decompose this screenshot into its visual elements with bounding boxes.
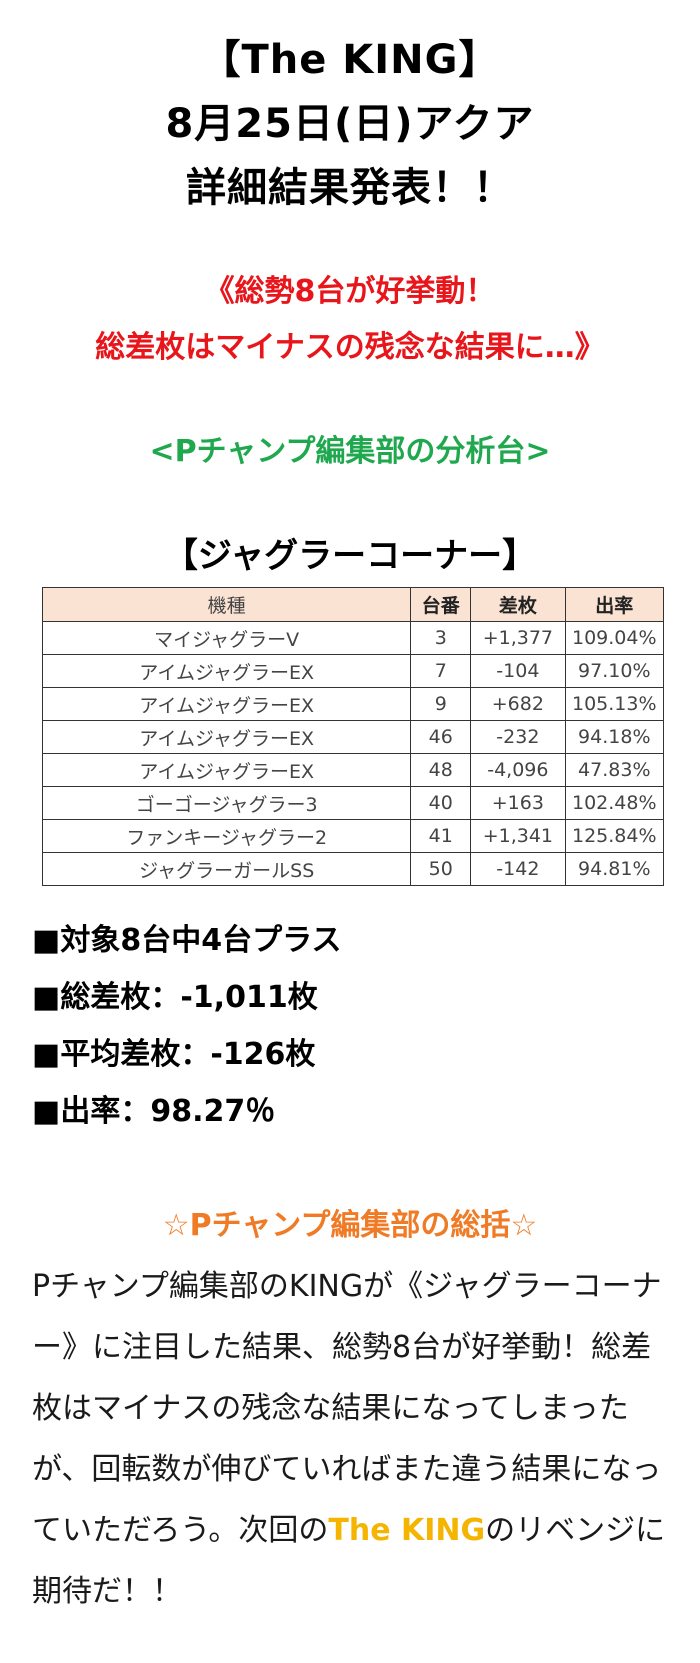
header-model: 機種 [41,587,412,622]
cell-rate: 97.10% [564,654,665,688]
headline: 《総勢8台が好挙動！ 総差枚はマイナスの残念な結果に…》 [0,264,700,376]
cell-rate: 109.04% [564,621,665,655]
header-diff: 差枚 [470,587,566,622]
cell-diff: +1,341 [470,819,566,853]
cell-machine-no: 9 [410,687,472,721]
summary-total-diff: ■総差枚：-1,011枚 [32,980,318,1015]
header-machine-no: 台番 [410,587,472,622]
table-row: アイムジャグラーEX 7 -104 97.10% [41,654,665,688]
cell-model: マイジャグラーV [41,621,412,655]
analysis-label: <Pチャンプ編集部の分析台> [149,434,551,469]
cell-diff: +163 [470,786,566,820]
cell-machine-no: 50 [410,852,472,886]
cell-model: アイムジャグラーEX [41,720,412,754]
summary: ■対象8台中4台プラス ■総差枚：-1,011枚 ■平均差枚：-126枚 ■出率… [32,912,700,1140]
cell-model: アイムジャグラーEX [41,687,412,721]
table-row: ファンキージャグラー2 41 +1,341 125.84% [41,819,665,853]
cell-rate: 125.84% [564,819,665,853]
title-line-2: 8月25日(日)アクア [165,101,535,147]
title-block: 【The KING】 8月25日(日)アクア 詳細結果発表！！ [0,0,700,220]
headline-line-2: 総差枚はマイナスの残念な結果に…》 [95,330,605,365]
cell-machine-no: 41 [410,819,472,853]
results-table: 機種 台番 差枚 出率 マイジャグラーV 3 +1,377 109.04% アイ… [41,587,665,886]
cell-rate: 105.13% [564,687,665,721]
table-header-row: 機種 台番 差枚 出率 [41,587,665,622]
cell-rate: 102.48% [564,786,665,820]
cell-machine-no: 40 [410,786,472,820]
conclusion-text-end: のリベンジに期待だ！！ [32,1513,666,1609]
cell-machine-no: 7 [410,654,472,688]
table-row: ジャグラーガールSS 50 -142 94.81% [41,852,665,886]
cell-rate: 47.83% [564,753,665,787]
cell-machine-no: 48 [410,753,472,787]
cell-model: アイムジャグラーEX [41,654,412,688]
header-rate: 出率 [564,587,665,622]
corner-title: 【ジャグラーコーナー】 [163,536,537,576]
summary-plus-count: ■対象8台中4台プラス [32,923,342,958]
conclusion-highlight: The KING [328,1513,486,1548]
cell-model: アイムジャグラーEX [41,753,412,787]
cell-model: ファンキージャグラー2 [41,819,412,853]
conclusion-title: ☆Pチャンプ編集部の総括☆ [162,1208,538,1243]
cell-diff: -142 [470,852,566,886]
headline-line-1: 《総勢8台が好挙動！ [204,274,496,309]
cell-diff: -104 [470,654,566,688]
cell-machine-no: 46 [410,720,472,754]
summary-average-diff: ■平均差枚：-126枚 [32,1037,316,1072]
cell-diff: -4,096 [470,753,566,787]
conclusion-text: Pチャンプ編集部のKINGが《ジャグラーコーナー》に注目した結果、総勢8台が好挙… [32,1256,668,1622]
table-row: ゴーゴージャグラー3 40 +163 102.48% [41,786,665,820]
title-line-1: 【The KING】 [200,37,500,83]
title-line-3: 詳細結果発表！！ [186,165,514,211]
summary-payout-rate: ■出率：98.27％ [32,1094,276,1129]
cell-diff: -232 [470,720,566,754]
cell-diff: +1,377 [470,621,566,655]
cell-rate: 94.18% [564,720,665,754]
table-row: アイムジャグラーEX 46 -232 94.18% [41,720,665,754]
table-row: アイムジャグラーEX 48 -4,096 47.83% [41,753,665,787]
table-row: アイムジャグラーEX 9 +682 105.13% [41,687,665,721]
conclusion-text-main: Pチャンプ編集部のKINGが《ジャグラーコーナー》に注目した結果、総勢8台が好挙… [32,1269,662,1548]
cell-machine-no: 3 [410,621,472,655]
cell-model: ジャグラーガールSS [41,852,412,886]
cell-model: ゴーゴージャグラー3 [41,786,412,820]
table-row: マイジャグラーV 3 +1,377 109.04% [41,621,665,655]
cell-rate: 94.81% [564,852,665,886]
cell-diff: +682 [470,687,566,721]
